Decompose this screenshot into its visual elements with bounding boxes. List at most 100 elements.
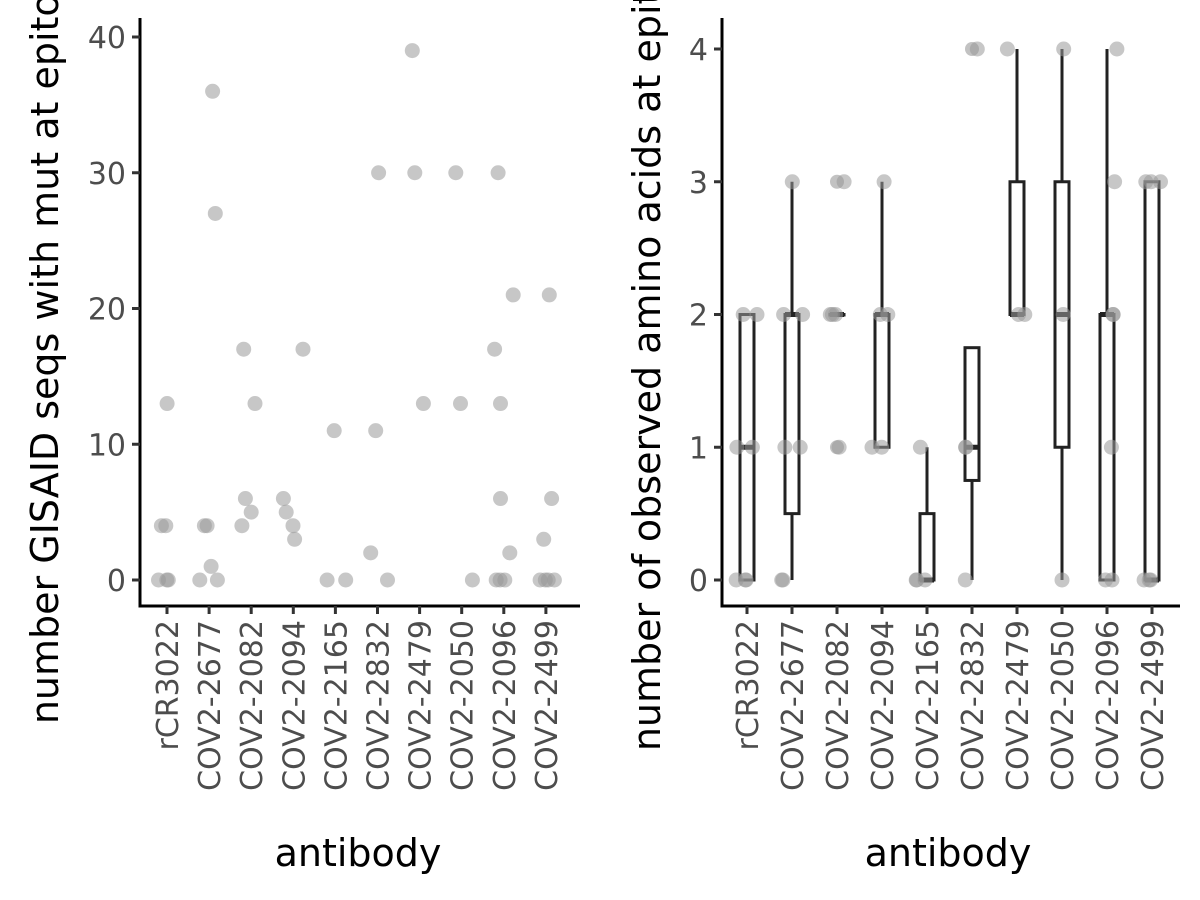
data-point [744, 439, 760, 455]
data-point [448, 165, 464, 181]
data-point [795, 307, 811, 322]
x-tick-label: COV2-2677 [193, 620, 228, 791]
data-point [404, 43, 420, 59]
x-tick-label: COV2-2677 [776, 620, 811, 791]
y-tick-label: 0 [689, 564, 708, 599]
data-point [1143, 174, 1159, 190]
right-panel-boxplot: 0 1 2 3 4 rCR3022 COV2-2677 COV2-2082 COV2-2094 C… [625, 0, 1180, 875]
x-axis-title: antibody [865, 831, 1032, 875]
y-tick-label: 10 [88, 428, 126, 463]
x-axis-title: antibody [275, 831, 442, 875]
data-point [243, 504, 259, 520]
data-point [1103, 439, 1119, 455]
x-tick-label: COV2-2082 [235, 620, 270, 791]
data-point [836, 174, 852, 190]
x-tick-label: COV2-2050 [1046, 620, 1081, 791]
data-point [536, 531, 552, 547]
data-point [1109, 41, 1125, 57]
x-tick-label: COV2-2096 [488, 620, 523, 791]
data-point [326, 423, 342, 439]
box-body [918, 512, 936, 582]
data-point [207, 205, 223, 221]
data-point [493, 491, 508, 507]
x-tick-label: COV2-2499 [1136, 620, 1171, 791]
x-tick-label: COV2-2165 [911, 620, 946, 791]
y-axis-title: number of observed amino acids at epitop… [625, 0, 669, 751]
x-tick-label: COV2-2050 [446, 620, 481, 791]
data-point [541, 287, 557, 303]
data-point [464, 572, 480, 588]
x-tick-label: COV2-2832 [362, 620, 397, 791]
data-point [1104, 572, 1120, 588]
data-point [237, 491, 253, 507]
data-point [371, 165, 387, 181]
data-point [880, 307, 896, 322]
data-point [824, 307, 840, 322]
data-point [544, 491, 560, 507]
y-tick-label: 40 [88, 21, 126, 56]
data-point [453, 396, 468, 412]
data-point [151, 572, 166, 588]
data-point [831, 439, 847, 455]
y-tick-label: 3 [689, 166, 708, 201]
data-point [505, 287, 521, 303]
data-point [912, 439, 928, 455]
data-point [192, 572, 208, 588]
data-point [490, 165, 506, 181]
data-point [735, 307, 751, 322]
x-tick-label: COV2-2479 [404, 620, 439, 791]
data-point [247, 396, 263, 412]
x-tick-label: COV2-2096 [1091, 620, 1126, 791]
y-tick-label: 4 [689, 33, 708, 68]
data-point [1141, 572, 1157, 588]
box-body [1008, 180, 1026, 316]
data-point [502, 545, 518, 561]
data-point [876, 174, 892, 190]
x-tick-label: COV2-2082 [821, 620, 856, 791]
x-tick-label: COV2-2094 [866, 620, 901, 791]
y-tick-label: 1 [689, 431, 708, 466]
data-point [488, 572, 504, 588]
data-point [487, 341, 503, 357]
data-point [209, 572, 225, 588]
box-body [873, 313, 891, 449]
data-point [363, 545, 379, 561]
y-axis-title: number GISAID seqs with mut at epitope [23, 0, 67, 724]
data-point [540, 572, 556, 588]
y-tick-label: 0 [107, 564, 126, 599]
box-body [963, 346, 981, 482]
data-point [319, 572, 335, 588]
data-point [203, 558, 219, 574]
data-point [776, 307, 792, 322]
data-point [368, 423, 384, 439]
y-tick-label: 30 [88, 157, 126, 192]
data-point [729, 439, 745, 455]
box-body [1143, 180, 1161, 582]
data-point [1056, 41, 1072, 57]
data-point [1054, 572, 1070, 588]
data-point [407, 165, 423, 181]
box-body [783, 313, 801, 516]
data-point [380, 572, 395, 588]
data-point [1017, 307, 1033, 322]
data-point [338, 572, 354, 588]
data-point [415, 396, 431, 412]
y-tick-label: 20 [88, 293, 126, 328]
x-tick-label: COV2-2479 [1001, 620, 1036, 791]
data-point [158, 518, 174, 534]
data-point [1105, 307, 1121, 322]
data-point [278, 504, 294, 520]
data-point [196, 518, 212, 534]
data-point [205, 83, 221, 99]
data-point [159, 396, 175, 412]
data-point [957, 572, 973, 588]
data-point [784, 174, 800, 190]
data-point [777, 439, 793, 455]
x-tick-label: COV2-2499 [530, 620, 565, 791]
y-tick-label: 2 [689, 299, 708, 334]
data-point [874, 439, 890, 455]
x-tick-label: COV2-2165 [319, 620, 354, 791]
data-point [1107, 174, 1123, 190]
